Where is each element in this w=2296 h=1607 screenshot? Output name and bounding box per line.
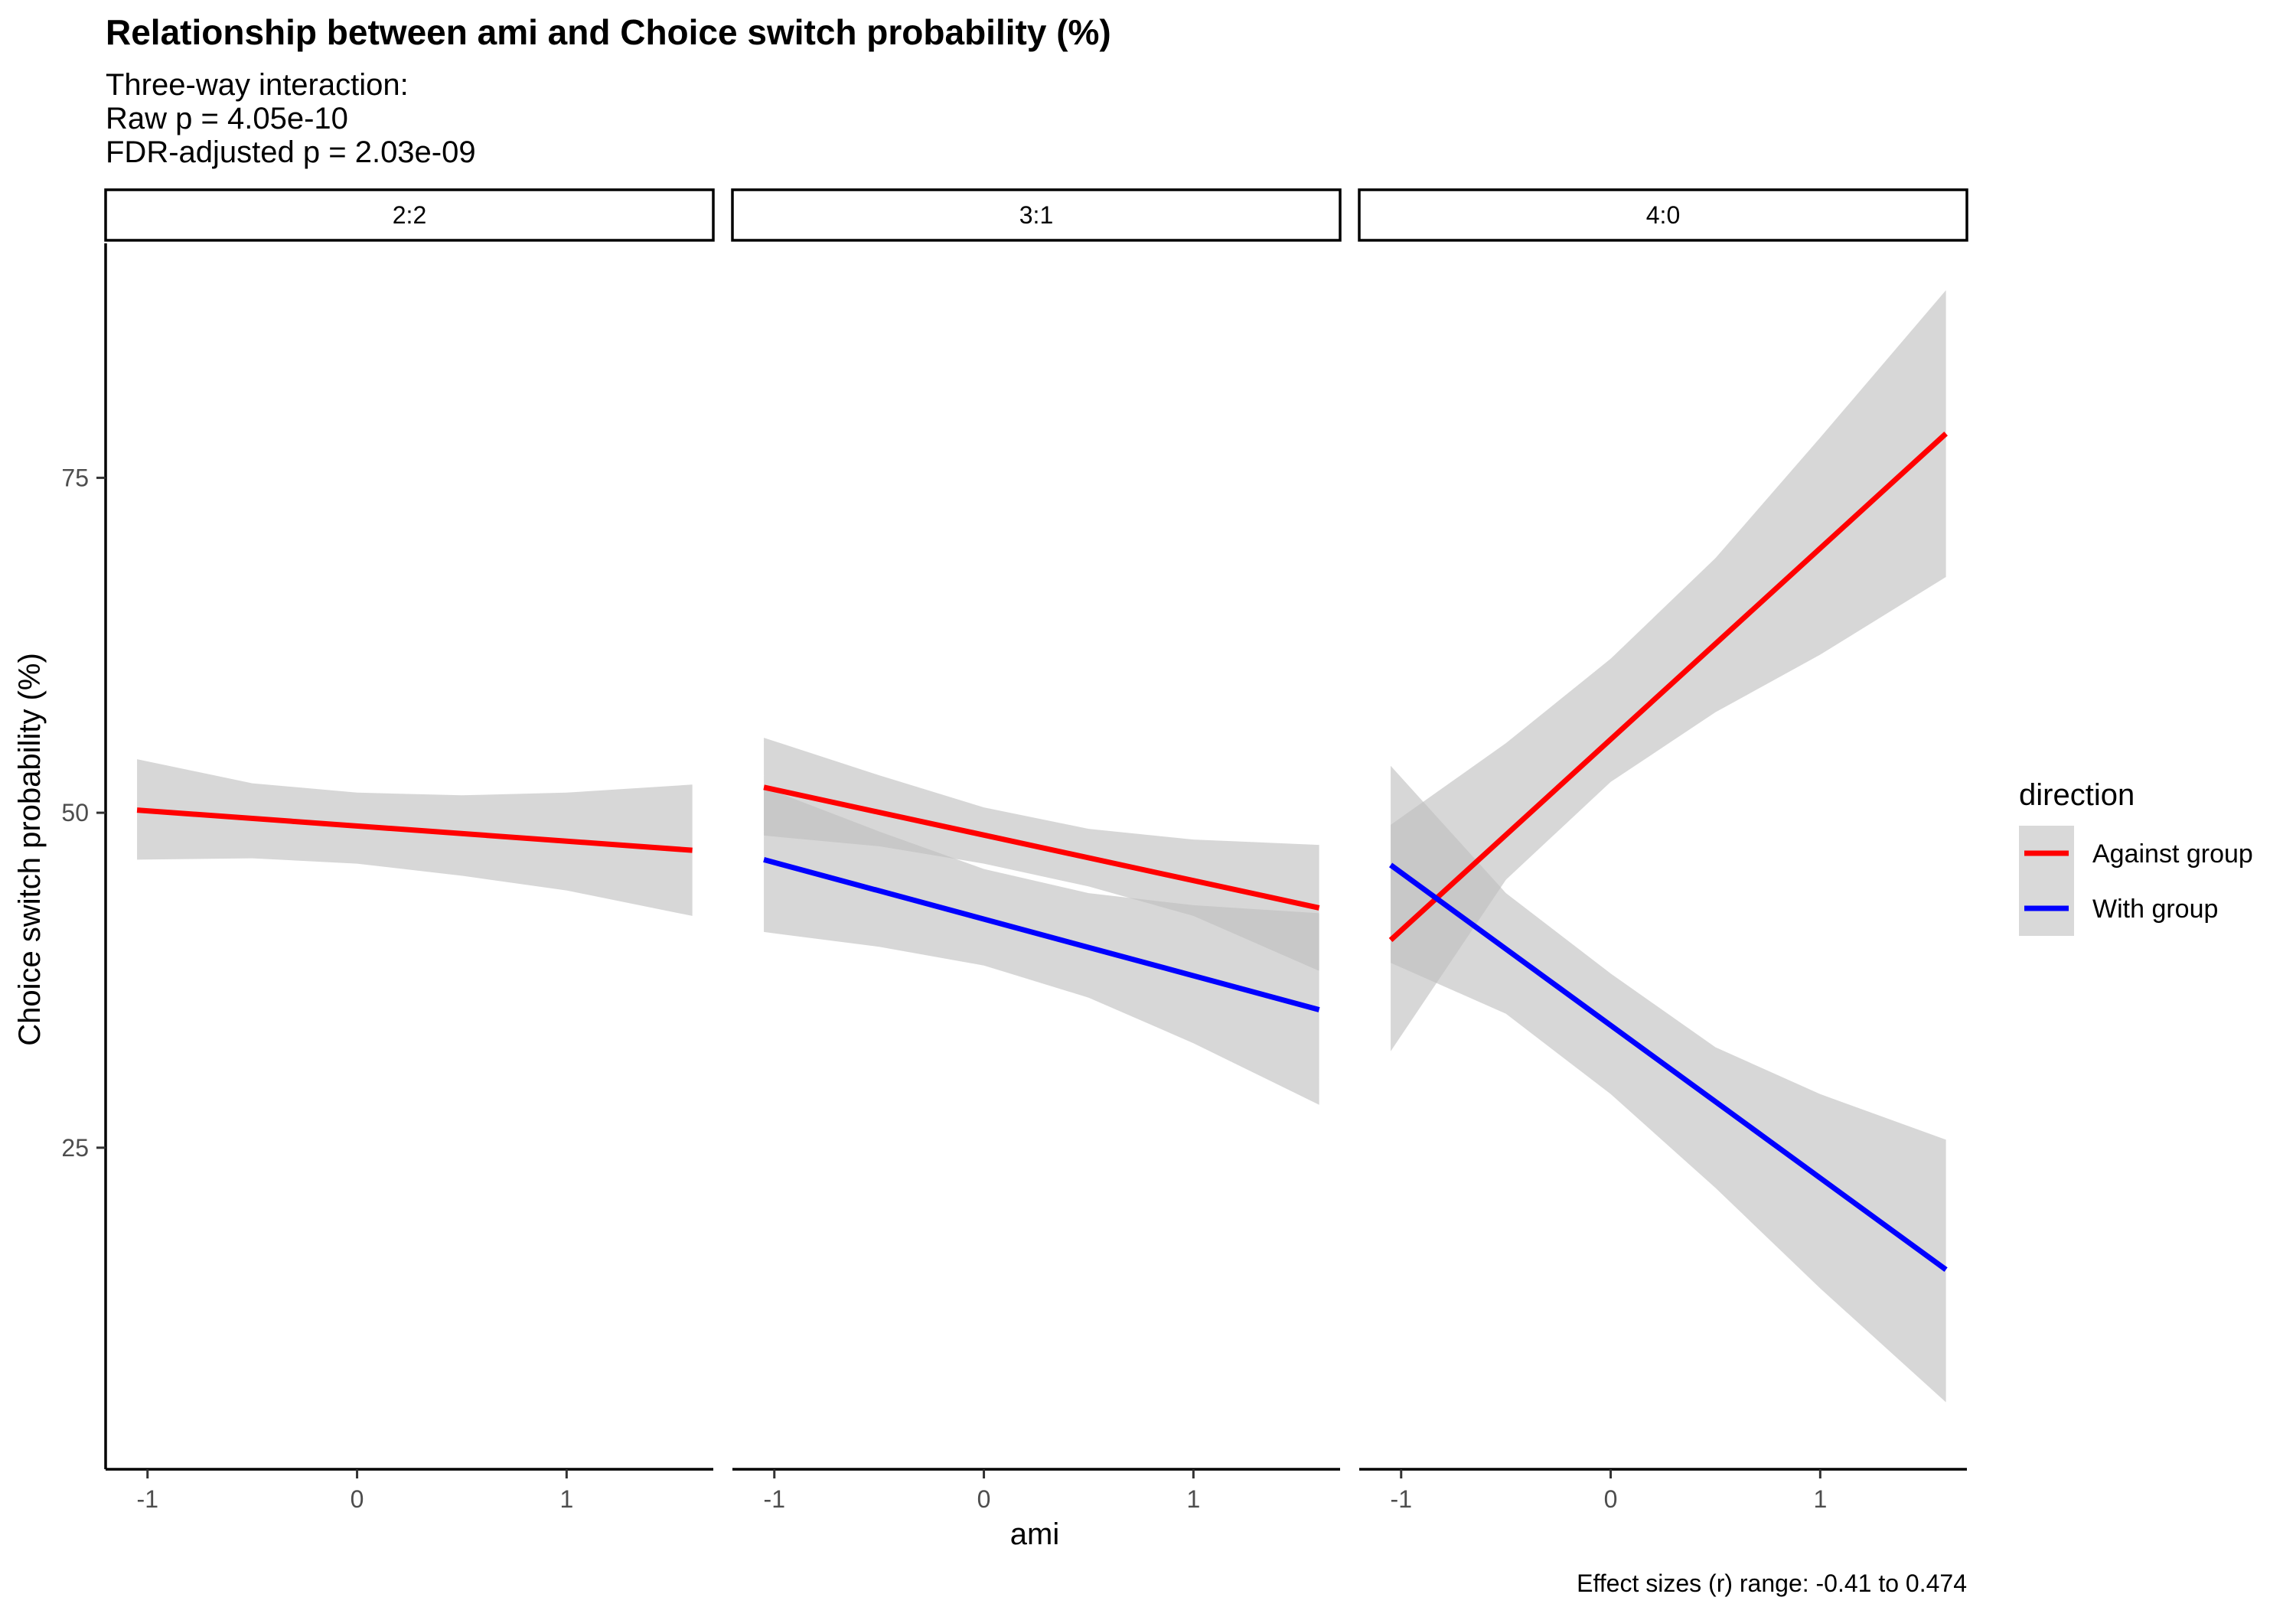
y-tick-label: 75 (61, 464, 89, 491)
confidence-band-against-group-3-1 (764, 738, 1319, 971)
x-tick-label-2-2: -1 (137, 1485, 158, 1513)
strip-label-4-0: 4:0 (1646, 201, 1680, 229)
y-tick-label: 50 (61, 799, 89, 826)
subtitle-line-1: Three-way interaction: (106, 68, 409, 102)
fit-line-against-group-2-2 (136, 807, 693, 853)
y-axis-title: Choice switch probability (%) (13, 653, 47, 1046)
chart-title: Relationship between ami and Choice swit… (106, 12, 1111, 52)
x-tick-label-4-0: 1 (1813, 1485, 1827, 1513)
fit-line-against-group-3-1 (763, 784, 1320, 911)
caption: Effect sizes (r) range: -0.41 to 0.474 (1577, 1570, 1967, 1597)
fit-line-with-group-3-1 (763, 856, 1320, 1012)
legend: direction Against group With group (2019, 778, 2253, 936)
legend-label-with-group: With group (2092, 895, 2218, 924)
confidence-band-with-group-3-1 (764, 787, 1319, 1105)
x-tick-label-4-0: -1 (1391, 1485, 1412, 1513)
legend-title: direction (2019, 778, 2135, 812)
y-tick-label: 25 (61, 1134, 89, 1162)
subtitle-line-3: FDR-adjusted p = 2.03e-09 (106, 135, 476, 169)
confidence-band-against-group-2-2 (137, 759, 693, 916)
x-tick-label-3-1: -1 (764, 1485, 785, 1513)
strip-label-2-2: 2:2 (393, 201, 426, 229)
x-tick-label-2-2: 0 (351, 1485, 364, 1513)
confidence-band-against-group-4-0 (1391, 290, 1946, 1051)
x-tick-label-2-2: 1 (559, 1485, 573, 1513)
fit-line-against-group-4-0 (1388, 432, 1948, 943)
x-tick-label-3-1: 0 (977, 1485, 991, 1513)
strip-2-2 (104, 188, 715, 242)
strip-4-0 (1358, 188, 1968, 242)
panel-2-2: 2:2 -1 0 1 25 50 75 (61, 188, 715, 1513)
subtitle-line-2: Raw p = 4.05e-10 (106, 102, 348, 135)
legend-label-against-group: Against group (2092, 839, 2253, 869)
panel-4-0: 4:0 -1 0 1 (1358, 188, 1968, 1513)
panel-3-1: 3:1 -1 0 1 (731, 188, 1342, 1513)
panels: 2:2 -1 0 1 25 50 75 3:1 -1 0 1 4:0 -1 0 1 (61, 188, 1968, 1513)
strip-3-1 (731, 188, 1342, 242)
x-axis-title: ami (1010, 1517, 1059, 1551)
confidence-band-with-group-4-0 (1391, 765, 1946, 1403)
x-tick-label-3-1: 1 (1186, 1485, 1200, 1513)
strip-label-3-1: 3:1 (1019, 201, 1053, 229)
x-tick-label-4-0: 0 (1604, 1485, 1618, 1513)
fit-line-with-group-4-0 (1389, 862, 1948, 1272)
